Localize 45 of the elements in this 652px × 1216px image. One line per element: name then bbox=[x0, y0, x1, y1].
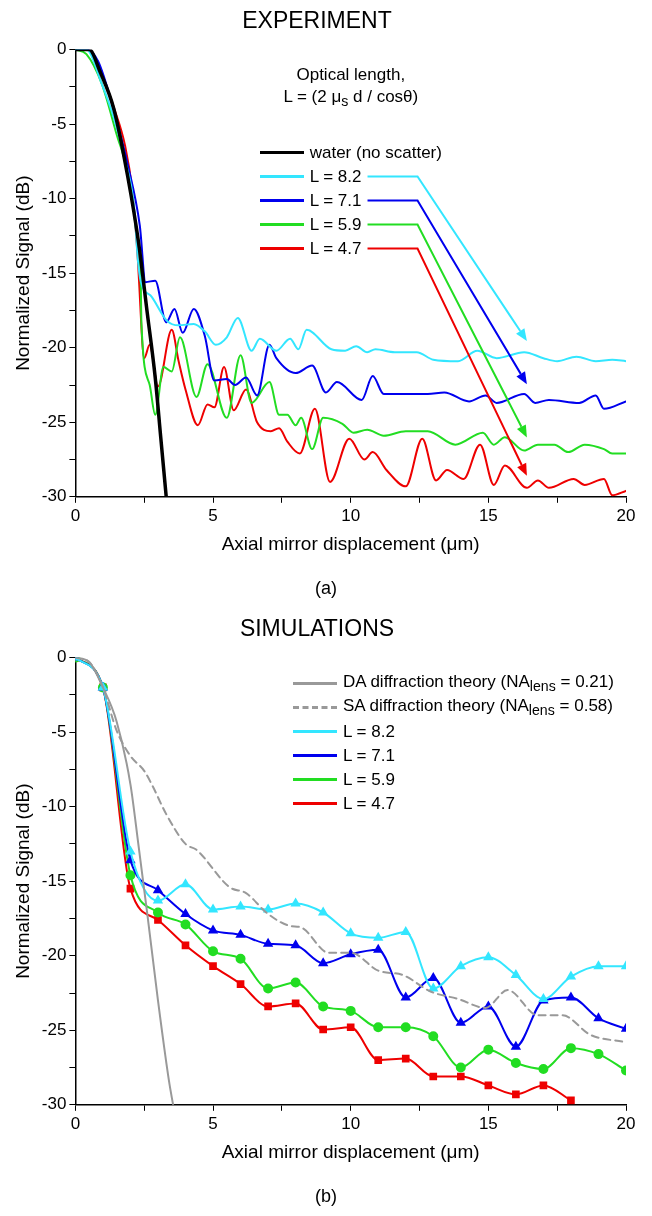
legend-label: L = 8.2 bbox=[343, 721, 395, 742]
annotation: Optical length, bbox=[295, 63, 407, 86]
legend-label: L = 7.1 bbox=[309, 190, 362, 211]
x-tick-label: 5 bbox=[208, 505, 218, 525]
annotation: L = (2 μ$_{s}$ d / cosθ) bbox=[282, 85, 420, 111]
legend-label: DA diffraction theory (NA$_{lens}$ = 0.21) bbox=[343, 672, 614, 695]
y-tick-label: 0 bbox=[56, 647, 67, 667]
x-tick-label: 10 bbox=[341, 1113, 361, 1133]
x-axis-title: Axial mirror displacement (μm) bbox=[221, 1140, 480, 1162]
y-tick-label: -15 bbox=[41, 262, 67, 282]
legend-label: L = 5.9 bbox=[343, 769, 395, 790]
y-tick-label: -25 bbox=[41, 1019, 67, 1039]
legend-label: water (no scatter) bbox=[309, 142, 442, 163]
y-tick-label: -10 bbox=[41, 796, 67, 816]
x-tick-label: 10 bbox=[341, 505, 361, 525]
x-tick-label: 15 bbox=[478, 505, 498, 525]
y-tick-label: -20 bbox=[41, 337, 67, 357]
y-axis-title: Normalized Signal (dB) bbox=[11, 783, 33, 979]
y-tick-label: -15 bbox=[41, 870, 67, 890]
x-axis-title: Axial mirror displacement (μm) bbox=[221, 532, 480, 554]
legend-label: L = 7.1 bbox=[343, 745, 395, 766]
x-tick-label: 20 bbox=[616, 1113, 636, 1133]
legend-label: L = 5.9 bbox=[309, 214, 362, 235]
x-tick-label: 0 bbox=[70, 1113, 81, 1133]
y-tick-label: -5 bbox=[51, 721, 67, 741]
y-axis-title: Normalized Signal (dB) bbox=[11, 175, 33, 371]
x-tick-label: 5 bbox=[208, 1113, 218, 1133]
y-tick-label: -30 bbox=[41, 1094, 67, 1114]
chart-title: EXPERIMENT bbox=[242, 7, 392, 34]
chart-title: SIMULATIONS bbox=[239, 615, 395, 642]
y-tick-label: -25 bbox=[41, 411, 67, 431]
legend-label: SA diffraction theory (NA$_{lens}$ = 0.58) bbox=[343, 696, 613, 719]
x-tick-label: 20 bbox=[616, 505, 636, 525]
x-tick-label: 15 bbox=[478, 1113, 498, 1133]
y-tick-label: -10 bbox=[41, 188, 67, 208]
y-tick-label: -5 bbox=[51, 113, 67, 133]
x-tick-label: 0 bbox=[70, 505, 81, 525]
text: (b) bbox=[314, 1186, 338, 1207]
y-tick-label: -20 bbox=[41, 945, 67, 965]
legend-label: L = 4.7 bbox=[343, 793, 395, 814]
y-tick-label: 0 bbox=[56, 39, 67, 59]
legend-label: L = 4.7 bbox=[309, 238, 362, 259]
text: (a) bbox=[314, 578, 338, 599]
y-tick-label: -30 bbox=[41, 486, 67, 506]
legend-label: L = 8.2 bbox=[309, 166, 362, 187]
